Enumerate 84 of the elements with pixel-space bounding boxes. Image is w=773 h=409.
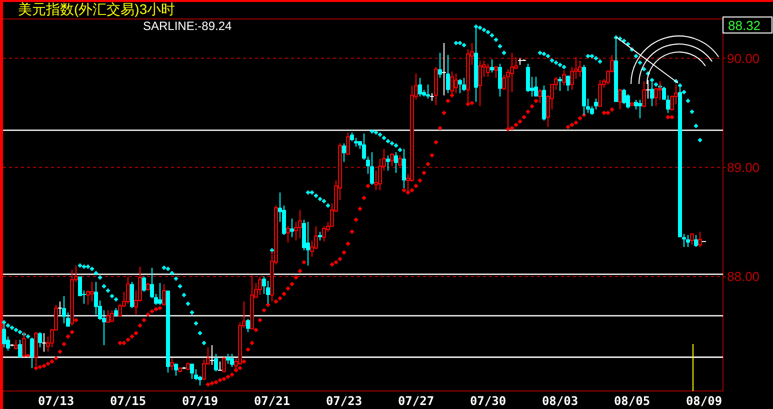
candlestick bbox=[230, 353, 234, 368]
x-tick-label: 07/23 bbox=[326, 394, 362, 408]
candlestick bbox=[494, 66, 498, 78]
candlestick bbox=[218, 361, 222, 371]
candlestick bbox=[18, 339, 22, 358]
candlestick bbox=[430, 92, 434, 102]
candlestick bbox=[30, 338, 34, 369]
x-tick-label: 08/03 bbox=[542, 394, 578, 408]
candlestick bbox=[190, 363, 194, 380]
candlestick bbox=[390, 152, 394, 167]
x-tick-label: 08/09 bbox=[686, 394, 722, 408]
x-tick-label: 08/05 bbox=[614, 394, 650, 408]
candlestick bbox=[698, 231, 702, 248]
y-tick-label: 90.00 bbox=[727, 50, 760, 66]
candlestick bbox=[618, 88, 622, 110]
candlestick bbox=[442, 42, 446, 96]
candlestick bbox=[498, 63, 502, 97]
candlestick bbox=[490, 58, 494, 73]
annotation: SARLINE:-89.24 bbox=[143, 19, 232, 33]
candlestick bbox=[90, 281, 94, 302]
candlestick bbox=[130, 281, 134, 309]
candlestick bbox=[538, 88, 542, 104]
candlestick bbox=[246, 318, 250, 333]
candlestick bbox=[562, 70, 566, 86]
candlestick bbox=[174, 363, 178, 376]
candlestick bbox=[158, 282, 162, 306]
candlestick bbox=[170, 358, 174, 371]
candlestick bbox=[106, 310, 110, 323]
text: 88.32 bbox=[728, 18, 761, 33]
candlestick bbox=[346, 132, 350, 155]
candlestick bbox=[486, 63, 490, 78]
candlestick bbox=[438, 52, 442, 78]
candlestick bbox=[222, 356, 226, 373]
candlestick bbox=[38, 332, 42, 348]
candlestick bbox=[578, 60, 582, 78]
candlestick bbox=[694, 234, 698, 248]
candlestick bbox=[686, 234, 690, 248]
candlestick bbox=[162, 284, 166, 306]
candlestick bbox=[42, 332, 46, 352]
candlestick bbox=[622, 88, 626, 105]
y-tick-label: 88.00 bbox=[727, 268, 760, 284]
candlestick bbox=[478, 60, 482, 107]
candlestick bbox=[638, 99, 642, 119]
candlestick bbox=[394, 152, 398, 174]
candlestick bbox=[386, 154, 390, 172]
candlestick bbox=[142, 276, 146, 292]
chart-title: 美元指数(外汇交易)3小时 bbox=[18, 1, 176, 17]
x-tick-label: 07/19 bbox=[182, 394, 218, 408]
candlestick bbox=[594, 98, 598, 110]
candlestick bbox=[526, 63, 530, 93]
candlestick bbox=[426, 84, 430, 100]
x-tick-label: 07/15 bbox=[110, 394, 146, 408]
x-tick-label: 07/30 bbox=[470, 394, 506, 408]
candlestick bbox=[14, 339, 18, 350]
candlestick bbox=[558, 76, 562, 92]
x-tick-label: 07/27 bbox=[398, 394, 434, 408]
candlestick bbox=[446, 54, 450, 94]
x-tick-label: 07/13 bbox=[38, 394, 74, 408]
candlestick bbox=[126, 276, 130, 304]
x-tick-label: 07/21 bbox=[254, 394, 290, 408]
y-tick-label: 89.00 bbox=[727, 160, 760, 175]
candlestick bbox=[454, 73, 458, 94]
candlestick bbox=[458, 78, 462, 94]
candlestick bbox=[646, 80, 650, 100]
candlestick bbox=[258, 276, 262, 296]
candlestick bbox=[286, 226, 290, 244]
candlestick bbox=[306, 221, 310, 266]
candlestick bbox=[598, 80, 602, 107]
candlestick bbox=[370, 152, 374, 186]
candlestick bbox=[62, 296, 66, 324]
candlestick bbox=[418, 77, 422, 97]
candlestick bbox=[566, 75, 570, 92]
candlestick bbox=[298, 209, 302, 239]
candlestick bbox=[226, 353, 230, 364]
candlestick bbox=[290, 218, 294, 238]
candlestick bbox=[462, 77, 466, 92]
candlestick bbox=[398, 154, 402, 167]
candlestick bbox=[214, 353, 218, 372]
candlestick bbox=[534, 76, 538, 97]
candlestick bbox=[322, 226, 326, 242]
candlestick bbox=[110, 310, 114, 323]
candlestick bbox=[642, 80, 646, 108]
candlestick bbox=[342, 142, 346, 162]
candlestick bbox=[690, 233, 694, 246]
